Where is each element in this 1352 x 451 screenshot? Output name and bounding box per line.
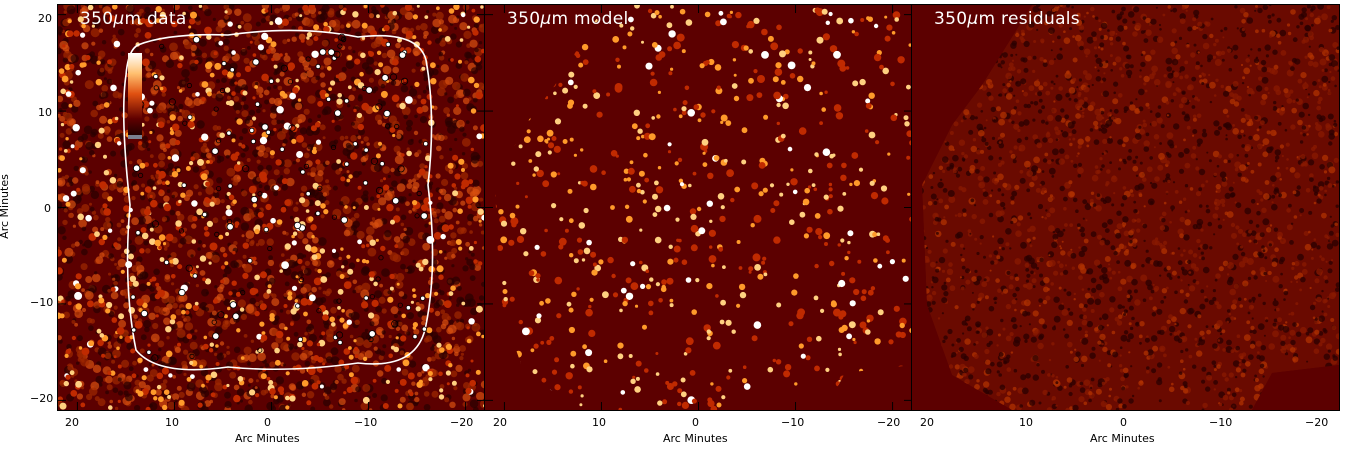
- panel-residuals-map: 350μm residuals: [911, 4, 1340, 411]
- panel-model-map: 350μm model: [484, 4, 913, 411]
- panel-title-model: 350μm model: [507, 9, 629, 29]
- y-tick-label: 10: [38, 106, 52, 119]
- x-tick-label: 0: [692, 416, 699, 429]
- x-tick-label: −10: [781, 416, 805, 429]
- panel-title-data: 350μm data: [80, 9, 187, 29]
- data-map-image: [58, 5, 485, 410]
- y-tick-label: −20: [30, 392, 54, 405]
- colorbar: [128, 53, 142, 139]
- x-axis-label: Arc Minutes: [235, 432, 300, 445]
- y-axis-label: Arc Minutes: [0, 174, 11, 239]
- x-tick-label: 0: [264, 416, 271, 429]
- x-tick-label: −20: [1305, 416, 1329, 429]
- y-tick-label: −10: [30, 296, 54, 309]
- x-tick-label: 20: [920, 416, 934, 429]
- x-axis-label: Arc Minutes: [1090, 432, 1155, 445]
- x-tick-label: 10: [1019, 416, 1033, 429]
- x-tick-label: −10: [354, 416, 378, 429]
- x-tick-label: 20: [493, 416, 507, 429]
- y-tick-label: 20: [38, 12, 52, 25]
- y-tick-label: 0: [44, 202, 51, 215]
- x-tick-label: 10: [592, 416, 606, 429]
- model-map-image: [485, 5, 912, 410]
- x-tick-label: −20: [877, 416, 901, 429]
- x-tick-label: −10: [1209, 416, 1233, 429]
- x-tick-label: 10: [165, 416, 179, 429]
- panel-title-residuals: 350μm residuals: [934, 9, 1080, 29]
- x-axis-label: Arc Minutes: [663, 432, 728, 445]
- x-tick-label: −20: [450, 416, 474, 429]
- x-tick-label: 20: [65, 416, 79, 429]
- residuals-map-image: [912, 5, 1339, 410]
- panel-data-map: 350μm data: [57, 4, 486, 411]
- x-tick-label: 0: [1120, 416, 1127, 429]
